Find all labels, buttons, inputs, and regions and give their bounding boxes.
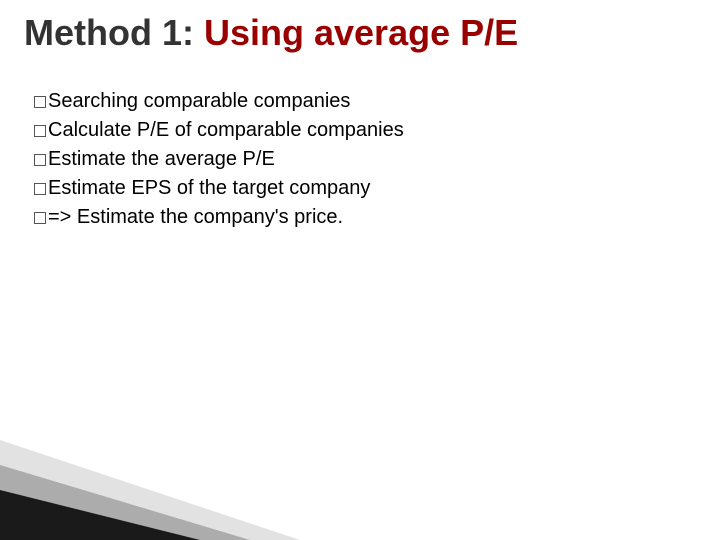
slide-title: Method 1: Using average P/E bbox=[24, 12, 696, 54]
bullet-icon bbox=[34, 212, 46, 224]
bullet-icon bbox=[34, 154, 46, 166]
wedge-mid bbox=[0, 465, 250, 540]
list-item: Estimate EPS of the target company bbox=[34, 175, 680, 202]
title-plain: Method 1: bbox=[24, 12, 204, 53]
title-accent: Using average P/E bbox=[204, 12, 518, 53]
bullet-text: Estimate the average P/E bbox=[48, 148, 275, 170]
list-item: => Estimate the company's price. bbox=[34, 204, 680, 231]
bullet-text: Searching comparable companies bbox=[48, 90, 350, 112]
list-item: Calculate P/E of comparable companies bbox=[34, 117, 680, 144]
bullet-icon bbox=[34, 96, 46, 108]
bullet-icon bbox=[34, 125, 46, 137]
list-item: Searching comparable companies bbox=[34, 88, 680, 115]
slide: Method 1: Using average P/E Searching co… bbox=[0, 0, 720, 540]
bullet-text: Estimate EPS of the target company bbox=[48, 177, 370, 199]
bullet-text: => Estimate the company's price. bbox=[48, 206, 343, 228]
wedge-light bbox=[0, 440, 300, 540]
list-item: Estimate the average P/E bbox=[34, 146, 680, 173]
bullet-icon bbox=[34, 183, 46, 195]
bullet-text: Calculate P/E of comparable companies bbox=[48, 119, 404, 141]
corner-decoration bbox=[0, 420, 300, 540]
slide-body: Searching comparable companies Calculate… bbox=[34, 88, 680, 233]
wedge-dark bbox=[0, 490, 200, 540]
